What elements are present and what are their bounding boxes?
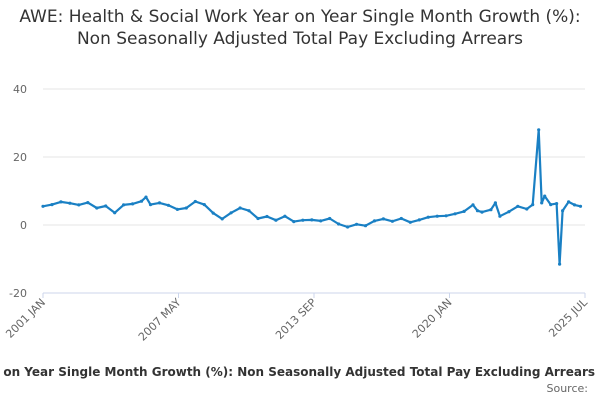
data-point [578,204,583,208]
data-point [274,218,278,222]
legend-label: AWE: Health & Social Work Year on Year S… [0,365,595,379]
data-point [417,218,421,222]
data-point [444,214,448,218]
x-tick-label: 2013 SEP [273,296,319,342]
y-tick-label: -20 [9,287,27,300]
data-point [256,216,260,221]
y-tick-label: 40 [13,83,27,96]
data-point [310,218,314,222]
data-point [157,201,162,205]
y-tick-label: 20 [13,151,27,164]
data-point [202,203,206,207]
data-point [435,214,439,218]
data-point [507,210,511,214]
x-tick-label: 2020 JAN [410,296,455,341]
data-point [68,201,72,205]
data-point [211,211,215,215]
data-point [516,204,520,208]
data-point [561,209,565,213]
data-point [390,219,394,223]
x-tick-label: 2025 JUL [546,295,590,339]
data-point [363,224,368,228]
data-point [540,201,544,205]
data-point [525,207,529,211]
data-point [543,194,547,198]
x-tick-label: 2001 JAN [3,296,48,341]
data-point [355,222,359,226]
data-point [122,203,126,207]
data-point [77,203,81,207]
data-point [166,203,170,207]
data-point [265,214,269,219]
data-point [95,206,99,210]
series-group [41,128,583,266]
data-point [462,209,466,213]
data-point [283,214,287,218]
data-point [184,206,188,210]
data-point [144,195,148,199]
data-point [572,203,577,207]
data-point [381,217,385,221]
data-point [220,217,224,221]
data-point [131,202,135,206]
data-point [399,216,403,221]
data-point [475,209,480,213]
data-point [498,214,502,218]
data-point [558,262,562,266]
data-point [555,202,559,206]
source-label: Source: [546,382,589,395]
data-point [337,222,341,226]
data-point [301,218,305,222]
data-point [372,219,377,223]
data-point [471,203,475,207]
series-line [42,128,581,266]
data-point [489,208,493,212]
grid-lines [43,88,585,294]
chart-title: AWE: Health & Social Work Year on Year S… [19,7,581,49]
data-point [247,209,251,213]
data-point [175,207,179,211]
data-point [480,210,484,214]
data-point [328,216,332,221]
data-point [567,200,571,204]
data-point [292,220,296,224]
data-point [139,199,144,203]
data-point [493,201,497,205]
y-axis: 40 20 0 -20 [9,83,27,300]
data-point [549,203,553,207]
legend: AWE: Health & Social Work Year on Year S… [0,365,600,383]
data-point [229,211,233,215]
data-point [453,212,457,216]
data-point [50,203,54,207]
data-point [86,201,90,205]
data-point [104,204,108,208]
data-point [41,204,45,208]
data-point [537,128,541,132]
data-point [59,200,63,204]
data-point [238,206,242,210]
y-tick-label: 0 [20,219,27,232]
data-point [148,203,153,207]
x-tick-label: 2007 MAY [136,296,184,344]
data-point [319,219,323,223]
x-axis: 2001 JAN 2007 MAY 2013 SEP 2020 JAN 2025 JUL [3,292,591,344]
data-point [408,220,412,224]
data-point [531,203,535,207]
data-point [113,211,117,215]
data-point [193,199,197,204]
data-point [426,215,430,219]
data-point [346,225,350,229]
